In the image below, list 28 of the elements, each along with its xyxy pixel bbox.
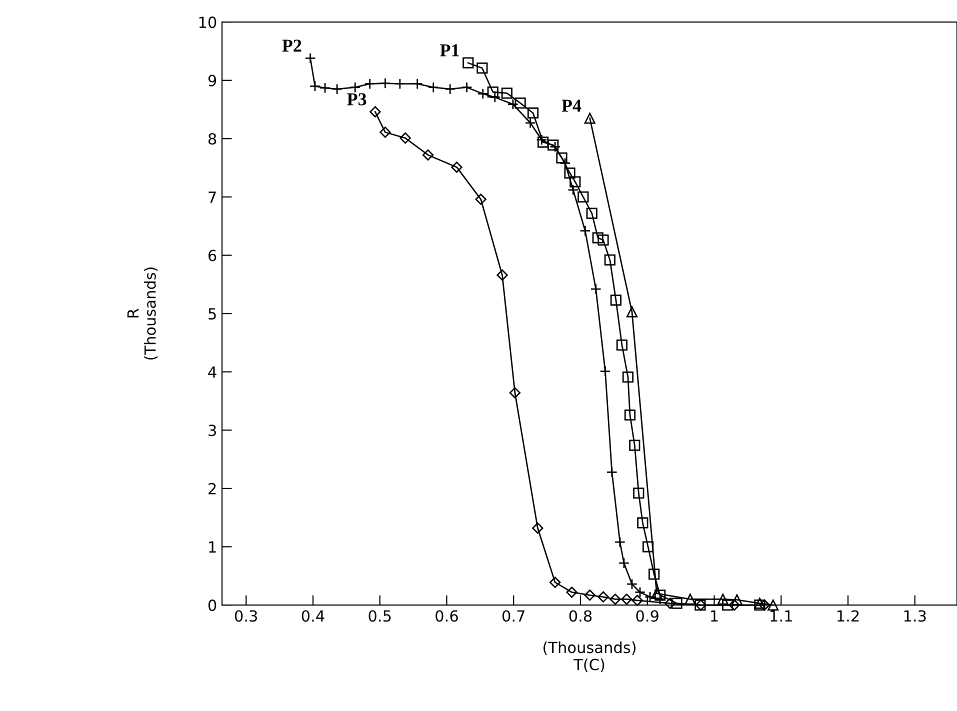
series-label: P4: [562, 100, 582, 112]
x-axis-title: (Thousands) T(C): [544, 641, 636, 672]
x-tick-label: 0.7: [502, 610, 524, 622]
y-tick-label: 3: [208, 424, 216, 436]
y-tick-label: 8: [208, 133, 216, 145]
y-tick-label: 1: [209, 541, 216, 553]
x-tick-label: 0.5: [368, 610, 391, 622]
series-label: P3: [347, 93, 366, 106]
x-tick-label: 0.3: [234, 610, 258, 622]
y-tick-label: 5: [208, 308, 216, 320]
y-tick-label: 4: [208, 366, 216, 378]
y-axis-title: R (Thousands): [127, 268, 158, 360]
y-tick-label: 9: [208, 74, 216, 86]
series-label: P1: [440, 44, 459, 56]
x-tick-label: 1.3: [904, 610, 926, 622]
x-tick-label: 1.2: [838, 610, 859, 622]
y-tick-label: 2: [208, 482, 216, 494]
x-tick-label: 0.6: [436, 610, 458, 622]
y-tick-label: 10: [199, 16, 216, 28]
x-tick-label: 0.4: [302, 610, 324, 622]
x-tick-label: 1: [711, 610, 718, 622]
x-tick-label: 0.8: [569, 610, 592, 622]
y-tick-label: 0: [208, 600, 216, 612]
series-label: P2: [282, 40, 302, 52]
y-tick-label: 6: [208, 250, 216, 262]
x-tick-label: 0.9: [636, 610, 658, 622]
y-tick-label: 7: [208, 192, 216, 203]
x-tick-label: 1.1: [770, 610, 792, 622]
